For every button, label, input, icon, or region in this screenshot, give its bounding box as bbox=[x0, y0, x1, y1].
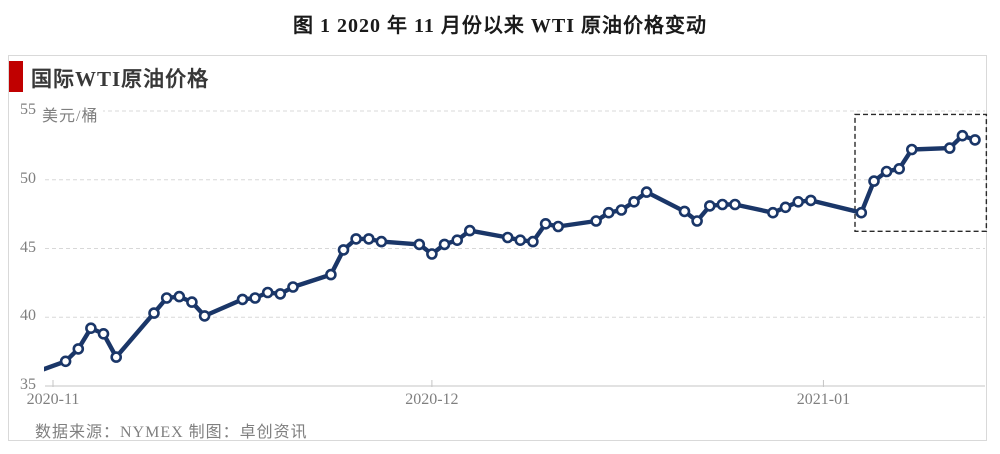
data-point-marker bbox=[615, 204, 628, 216]
data-point-marker bbox=[590, 215, 602, 227]
data-point-marker bbox=[640, 186, 653, 198]
data-point-marker bbox=[438, 238, 451, 251]
page-title: 图 1 2020 年 11 月份以来 WTI 原油价格变动 bbox=[292, 15, 708, 37]
data-point-marker bbox=[451, 234, 464, 246]
data-point-marker bbox=[893, 163, 906, 175]
data-point-marker bbox=[72, 343, 85, 355]
data-point-marker bbox=[501, 231, 514, 244]
data-point-marker bbox=[274, 288, 287, 300]
data-point-marker bbox=[325, 268, 337, 281]
y-tick-label: 45 bbox=[20, 238, 36, 256]
y-tick-label: 35 bbox=[20, 376, 36, 393]
price-series bbox=[44, 129, 981, 372]
data-point-marker bbox=[173, 290, 186, 303]
y-tick-label: 50 bbox=[20, 169, 36, 187]
data-point-marker bbox=[691, 215, 703, 227]
data-point-marker bbox=[514, 234, 527, 246]
data-point-marker bbox=[148, 307, 160, 319]
x-tick-label: 2021-01 bbox=[796, 391, 851, 408]
data-point-marker bbox=[350, 233, 362, 245]
source-note: 数据来源：NYMEX 制图：卓创资讯 bbox=[35, 424, 308, 441]
data-point-marker bbox=[552, 220, 565, 233]
highlight-box bbox=[854, 113, 988, 233]
chart-legend-title: 国际WTI原油价格 bbox=[31, 67, 210, 91]
data-point-marker bbox=[956, 129, 969, 142]
y-tick-label: 40 bbox=[20, 307, 36, 325]
data-point-marker bbox=[463, 224, 476, 237]
data-point-marker bbox=[527, 235, 539, 248]
x-tick-label: 2020-11 bbox=[26, 391, 80, 408]
data-point-marker bbox=[678, 205, 691, 218]
data-point-marker bbox=[804, 194, 817, 207]
price-line bbox=[44, 133, 978, 372]
data-point-marker bbox=[855, 206, 868, 219]
data-point-marker bbox=[868, 175, 880, 187]
data-point-marker bbox=[249, 292, 261, 304]
gridlines bbox=[45, 110, 985, 387]
x-axis-ticks bbox=[52, 380, 824, 387]
x-tick-label: 2020-12 bbox=[405, 391, 459, 408]
data-point-markers bbox=[59, 129, 981, 368]
data-point-marker bbox=[767, 206, 779, 219]
data-point-marker bbox=[362, 233, 375, 245]
data-point-marker bbox=[413, 238, 426, 251]
data-point-marker bbox=[160, 292, 173, 304]
data-point-marker bbox=[969, 134, 981, 146]
data-point-marker bbox=[426, 248, 438, 260]
data-point-marker bbox=[97, 327, 110, 340]
data-point-marker bbox=[729, 198, 741, 211]
data-point-marker bbox=[59, 355, 72, 368]
data-point-marker bbox=[880, 165, 893, 178]
y-tick-label: 55 bbox=[20, 101, 36, 118]
legend-accent-bar bbox=[9, 61, 23, 92]
data-point-marker bbox=[943, 142, 956, 154]
data-point-marker bbox=[703, 200, 716, 212]
data-point-marker bbox=[602, 206, 615, 219]
y-axis-unit-label: 美元/桶 bbox=[42, 102, 104, 126]
data-point-marker bbox=[287, 281, 299, 293]
data-point-marker bbox=[905, 143, 918, 156]
data-point-marker bbox=[110, 351, 122, 363]
data-point-marker bbox=[539, 218, 552, 230]
data-point-marker bbox=[779, 201, 792, 214]
data-point-marker bbox=[792, 196, 805, 208]
data-point-marker bbox=[186, 296, 198, 308]
data-point-marker bbox=[337, 244, 350, 256]
data-point-marker bbox=[85, 322, 97, 335]
data-point-marker bbox=[716, 198, 729, 211]
data-point-marker bbox=[375, 235, 388, 248]
data-point-marker bbox=[628, 196, 640, 208]
data-point-marker bbox=[261, 286, 274, 299]
data-point-marker bbox=[236, 293, 249, 306]
data-point-marker bbox=[198, 310, 211, 322]
